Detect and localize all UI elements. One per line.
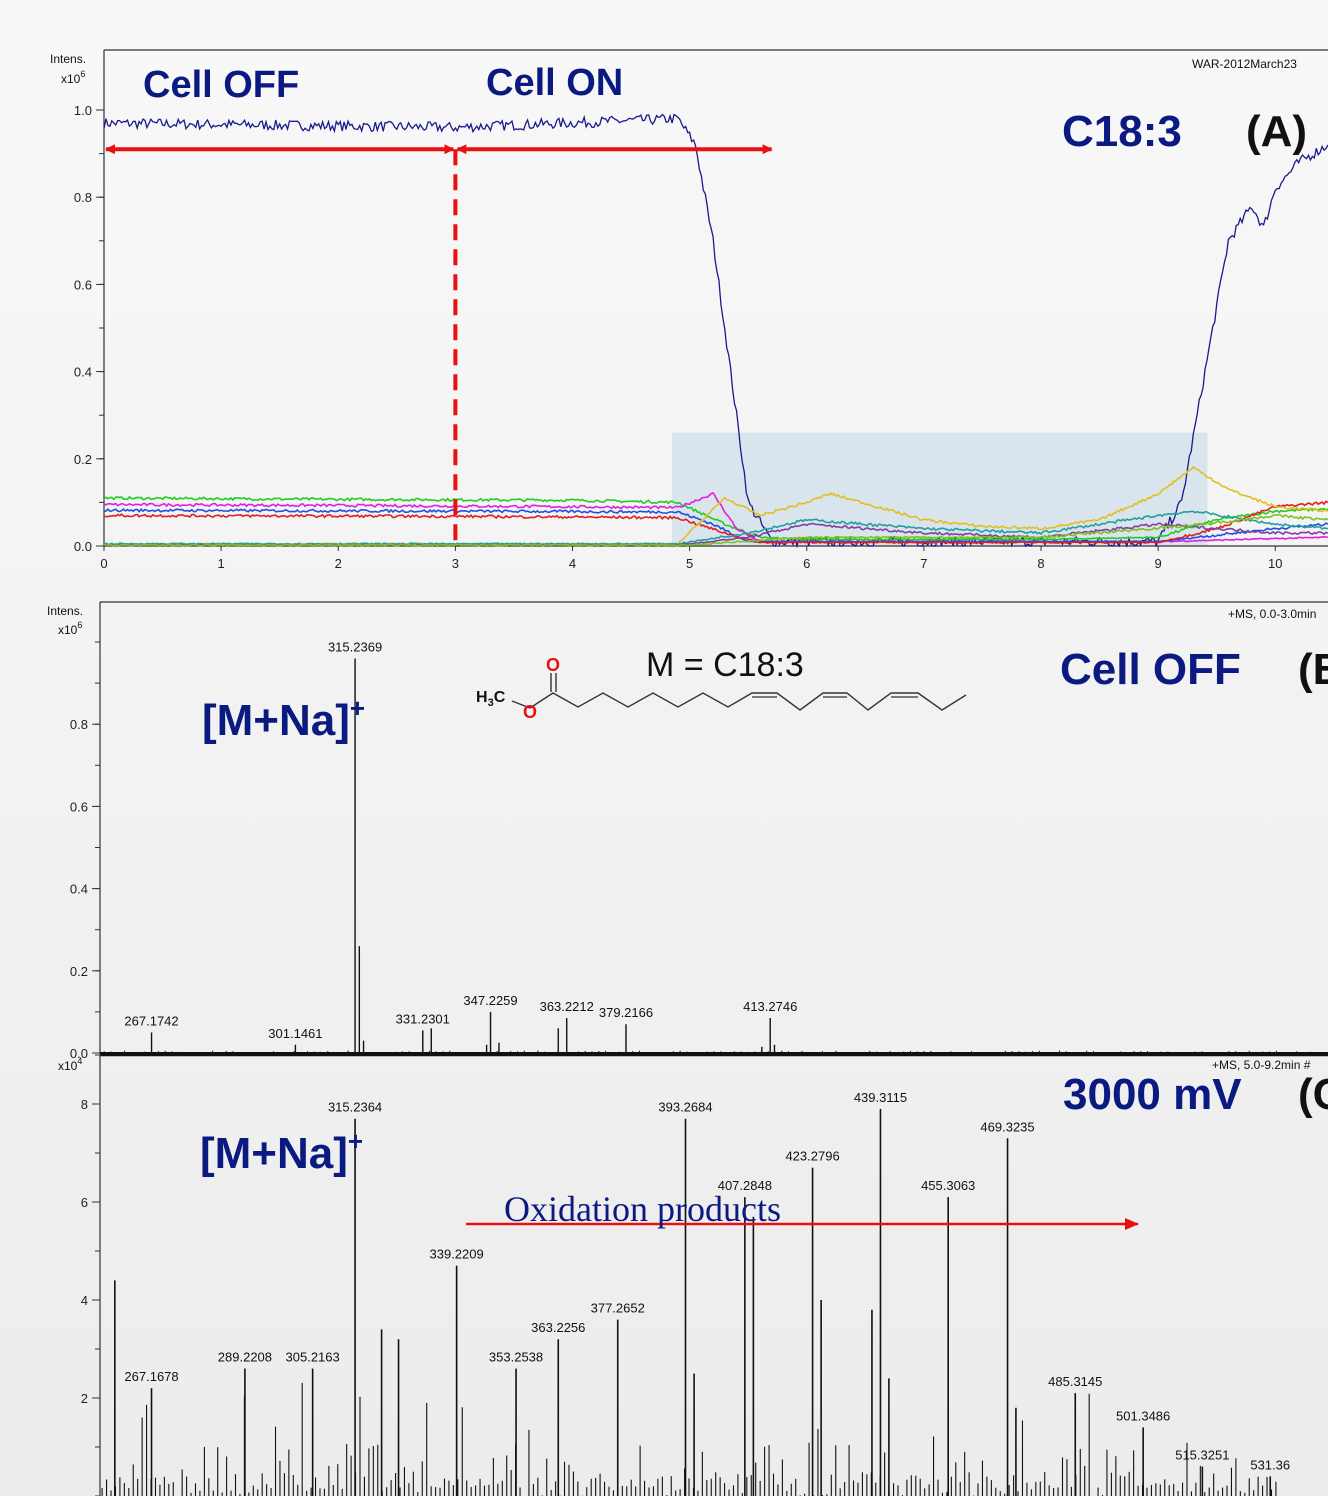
panel-c-peak-label: 407.2848 bbox=[718, 1178, 772, 1193]
panel-c-peak-label: 531.36 bbox=[1250, 1457, 1290, 1472]
panel-a-x-tick-label: 7 bbox=[920, 556, 927, 571]
panel-b: 0.0 0.2 0.4 0.6 0.8 267.1742 301.1461 315.2369… bbox=[47, 601, 1328, 1061]
compound-label: C18:3 bbox=[1062, 107, 1182, 156]
panel-b-peak-label: 315.2369 bbox=[328, 639, 382, 654]
structure-label: M = C18:3 bbox=[646, 646, 804, 684]
panel-b-ion-label: [M+Na]+ bbox=[202, 693, 365, 745]
panel-a-x-tick-label: 10 bbox=[1268, 556, 1282, 571]
ester-oxygen: O bbox=[523, 702, 537, 722]
panel-a-x-tick-label: 2 bbox=[335, 556, 342, 571]
panel-b-condition-label: Cell OFF bbox=[1060, 645, 1241, 694]
panel-c-ion-label: [M+Na]+ bbox=[200, 1126, 363, 1178]
panel-c-peak-label: 305.2163 bbox=[286, 1350, 340, 1365]
panel-a-x-tick-label: 8 bbox=[1037, 556, 1044, 571]
y-tick-label: 4 bbox=[81, 1293, 88, 1308]
panel-c-peak-label: 315.2364 bbox=[328, 1100, 382, 1115]
panel-b-peak-label: 413.2746 bbox=[743, 999, 797, 1014]
panel-a: 0 1 2 3 4 5 6 7 8 9 10 0.0 0.2 0.4 0.6 0.8 1.0 Intens. x… bbox=[50, 49, 1328, 571]
panel-b-ticks: 0.0 0.2 0.4 0.6 0.8 bbox=[70, 641, 100, 1061]
panel-c-peak-label: 501.3486 bbox=[1116, 1408, 1170, 1423]
panel-b-peak-label: 379.2166 bbox=[599, 1005, 653, 1020]
panel-a-x-tick-label: 4 bbox=[569, 556, 576, 571]
y-tick-label: 2 bbox=[81, 1391, 88, 1406]
panel-a-run-label: WAR-2012March23 bbox=[1192, 57, 1297, 71]
panel-c-ticks: 2 4 6 8 bbox=[81, 1054, 100, 1496]
panel-a-x-tick-label: 0 bbox=[100, 556, 107, 571]
panel-a-label: (A) bbox=[1246, 107, 1307, 156]
panel-a-series-line bbox=[103, 500, 1328, 545]
panel-c-y-multiplier: x104 bbox=[58, 1056, 82, 1073]
y-tick-label: 0.0 bbox=[70, 1046, 88, 1061]
h3c-group: H3C bbox=[476, 689, 506, 709]
panel-b-y-multiplier: x106 bbox=[58, 620, 82, 637]
panel-c-peak-label: 267.1678 bbox=[124, 1369, 178, 1384]
panel-a-x-tick-label: 5 bbox=[686, 556, 693, 571]
panel-c-peak-label: 289.2208 bbox=[218, 1350, 272, 1365]
panel-a-x-tick-label: 3 bbox=[452, 556, 459, 571]
panel-c: 2 4 6 8 267.1678 289.2208 305.2163 315.2364 339… bbox=[58, 1053, 1328, 1496]
panel-b-peak-label: 331.2301 bbox=[396, 1011, 450, 1026]
panel-a-y-tick-label: 0.4 bbox=[74, 365, 92, 380]
panel-c-peak-label: 515.3251 bbox=[1175, 1448, 1229, 1463]
panel-c-scan-label: +MS, 5.0-9.2min # bbox=[1212, 1058, 1311, 1072]
panel-c-peak-label: 353.2538 bbox=[489, 1350, 543, 1365]
panel-c-label: (C) bbox=[1298, 1070, 1328, 1119]
oxidation-label: Oxidation products bbox=[504, 1189, 781, 1229]
panel-b-peak-label: 347.2259 bbox=[463, 993, 517, 1008]
panel-a-y-tick-label: 1.0 bbox=[74, 103, 92, 118]
panel-a-series bbox=[103, 113, 1328, 549]
panel-a-y-tick-label: 0.0 bbox=[74, 539, 92, 554]
panel-a-y-label: Intens. bbox=[50, 52, 86, 66]
panel-a-x-tick-label: 6 bbox=[803, 556, 810, 571]
panel-a-y-tick-label: 0.2 bbox=[74, 452, 92, 467]
cell-off-label: Cell OFF bbox=[143, 64, 299, 106]
panel-c-minor-peaks bbox=[101, 1382, 1277, 1496]
panel-a-x-tick-label: 1 bbox=[218, 556, 225, 571]
panel-a-series-line bbox=[103, 495, 1328, 541]
panel-b-peak-label: 267.1742 bbox=[124, 1013, 178, 1028]
panel-a-y-tick-label: 0.8 bbox=[74, 190, 92, 205]
panel-c-peak-label: 469.3235 bbox=[980, 1119, 1034, 1134]
cell-on-label: Cell ON bbox=[486, 62, 623, 104]
panel-b-peaks: 267.1742 301.1461 315.2369 331.2301 347.2259… bbox=[124, 639, 797, 1053]
panel-c-peak-label: 393.2684 bbox=[658, 1100, 712, 1115]
panel-b-y-label: Intens. bbox=[47, 604, 83, 618]
panel-a-series-line bbox=[103, 507, 1328, 544]
panel-a-x-tick-label: 9 bbox=[1155, 556, 1162, 571]
panel-c-condition-label: 3000 mV bbox=[1063, 1070, 1242, 1119]
panel-b-baseline-noise bbox=[100, 1050, 1328, 1054]
panel-a-y-tick-label: 0.6 bbox=[74, 277, 92, 292]
panel-c-peak-label: 439.3115 bbox=[854, 1090, 907, 1105]
panel-b-scan-label: +MS, 0.0-3.0min bbox=[1228, 607, 1316, 621]
panel-a-series-line bbox=[103, 513, 1328, 547]
panel-a-ticks: 0 1 2 3 4 5 6 7 8 9 10 0.0 0.2 0.4 0.6 0.8 1.0 bbox=[74, 103, 1283, 571]
panel-c-peak-label: 339.2209 bbox=[430, 1247, 484, 1262]
panel-c-peak-label: 423.2796 bbox=[785, 1149, 839, 1164]
methyl-ester-structure: H3C O O bbox=[476, 655, 967, 722]
panel-c-peak-label: 485.3145 bbox=[1048, 1374, 1102, 1389]
panel-c-peak-label: 455.3063 bbox=[921, 1178, 975, 1193]
y-tick-label: 6 bbox=[81, 1195, 88, 1210]
panel-b-label: (B) bbox=[1298, 645, 1328, 694]
y-tick-label: 0.6 bbox=[70, 799, 88, 814]
y-tick-label: 8 bbox=[81, 1097, 88, 1112]
y-tick-label: 0.4 bbox=[70, 882, 88, 897]
panel-b-peak-label: 301.1461 bbox=[268, 1026, 322, 1041]
panel-c-peaks: 267.1678 289.2208 305.2163 315.2364 339.2209… bbox=[114, 1090, 1290, 1496]
panel-c-peak-label: 363.2256 bbox=[531, 1320, 585, 1335]
y-tick-label: 0.2 bbox=[70, 964, 88, 979]
panel-b-peak-label: 363.2212 bbox=[540, 999, 594, 1014]
panel-c-peak-label: 377.2652 bbox=[591, 1301, 645, 1316]
carbonyl-oxygen: O bbox=[546, 655, 560, 675]
panel-a-y-multiplier: x106 bbox=[61, 69, 85, 86]
y-tick-label: 0.8 bbox=[70, 717, 88, 732]
